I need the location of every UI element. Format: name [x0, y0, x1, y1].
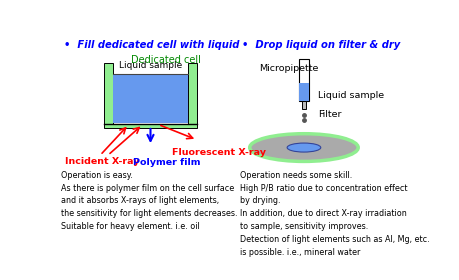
Bar [298, 59, 309, 101]
Bar [104, 124, 196, 128]
Bar [113, 74, 187, 123]
Text: Micropipette: Micropipette [258, 64, 318, 73]
Text: Operation needs some skill.
High P/B ratio due to concentration effect
by drying: Operation needs some skill. High P/B rat… [239, 171, 428, 257]
Text: Liquid sample: Liquid sample [118, 60, 182, 69]
Bar [299, 83, 308, 101]
Text: Dedicated cell: Dedicated cell [131, 55, 201, 65]
Text: •  Fill dedicated cell with liquid: • Fill dedicated cell with liquid [63, 40, 239, 50]
Bar [104, 63, 113, 124]
Text: Polymer film: Polymer film [133, 158, 201, 167]
Ellipse shape [249, 134, 358, 161]
Bar [301, 101, 306, 109]
Text: •  Drop liquid on filter & dry: • Drop liquid on filter & dry [241, 40, 399, 50]
Bar [187, 63, 196, 124]
Text: Filter: Filter [317, 110, 341, 119]
Ellipse shape [286, 143, 320, 152]
Text: Liquid sample: Liquid sample [317, 91, 383, 100]
Text: Operation is easy.
As there is polymer film on the cell surface
and it absorbs X: Operation is easy. As there is polymer f… [61, 171, 237, 231]
Text: Incident X-ray: Incident X-ray [65, 157, 140, 166]
Text: Fluorescent X-ray: Fluorescent X-ray [172, 148, 266, 157]
